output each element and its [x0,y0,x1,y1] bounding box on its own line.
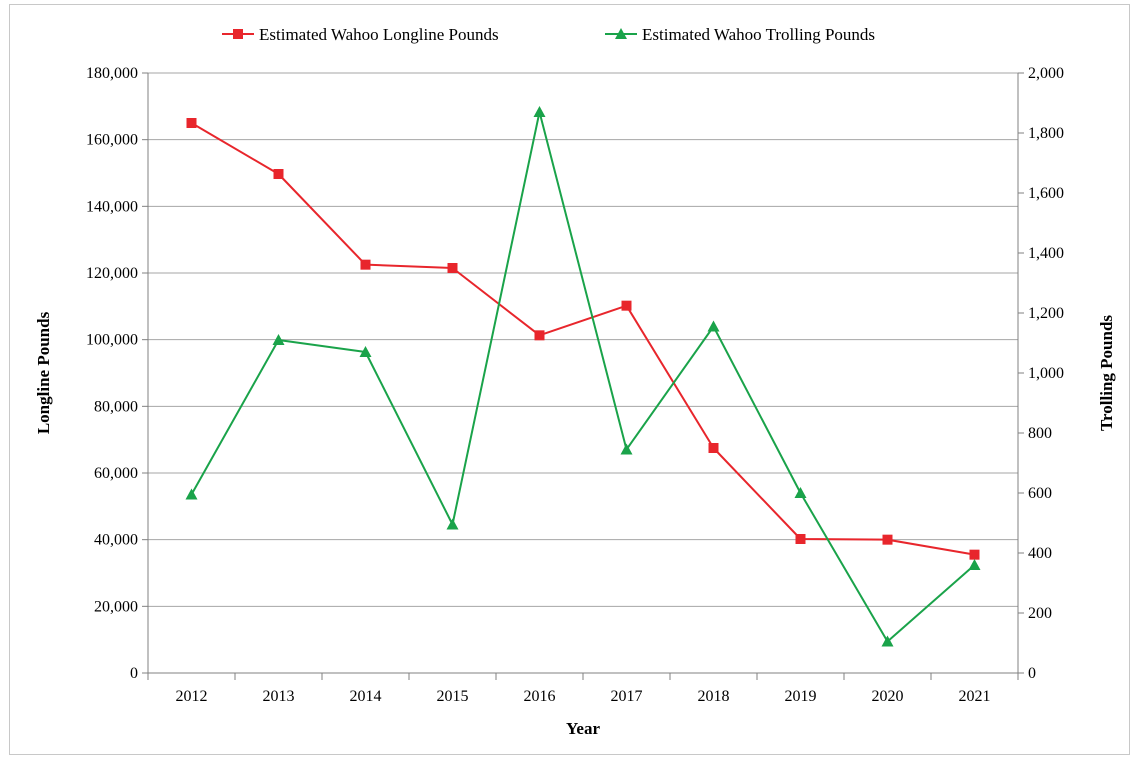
series-line-longline [190,122,975,556]
left-tick-label: 20,000 [94,598,138,615]
left-tick-label: 0 [130,665,138,682]
right-tick-label: 800 [1028,425,1052,442]
data-point-trolling [881,635,894,647]
data-point-longline [447,263,458,273]
left-axis-ticks: 0 20,000 40,000 60,000 80,000 100,000 120,000 1… [86,65,138,682]
left-tick-label: 140,000 [86,198,138,215]
gridlines [148,72,1018,607]
left-tick-label: 60,000 [94,465,138,482]
x-tick-label: 2017 [611,688,643,705]
right-tick-label: 2,000 [1028,65,1064,82]
x-tick-label: 2014 [350,688,382,705]
data-point-trolling [446,518,459,530]
left-axis-title: Longline Pounds [34,311,53,434]
x-tick-label: 2012 [176,688,208,705]
right-tick-label: 400 [1028,545,1052,562]
x-axis-ticks: 2012 2013 2014 2015 2016 2017 2018 2019 2020 2021 [176,688,991,705]
x-tick-label: 2021 [959,688,991,705]
right-axis-ticks: 0 200 400 600 800 1,000 1,200 1,400 1,600 1,800 2,… [1028,65,1064,682]
data-point-trolling [968,559,981,570]
data-point-trolling [707,320,720,332]
left-tick-label: 160,000 [86,132,138,149]
data-point-longline [186,118,197,128]
data-point-trolling [533,106,546,117]
data-point-trolling [359,346,372,357]
left-tick-label: 40,000 [94,532,138,549]
data-point-longline [708,443,719,453]
data-point-longline [882,534,893,545]
data-point-trolling [620,443,633,455]
legend-marker-longline [233,29,243,39]
series-lines [190,111,976,643]
right-tick-label: 1,400 [1028,245,1064,262]
left-tick-label: 80,000 [94,398,138,415]
right-tick-label: 0 [1028,665,1036,682]
right-tick-label: 1,200 [1028,305,1064,322]
legend-label-longline: Estimated Wahoo Longline Pounds [259,25,499,44]
x-tick-label: 2019 [785,688,817,705]
right-tick-label: 200 [1028,605,1052,622]
data-point-trolling [185,488,198,500]
right-tick-label: 1,600 [1028,185,1064,202]
legend-label-trolling: Estimated Wahoo Trolling Pounds [642,25,875,44]
left-tick-label: 120,000 [86,265,138,282]
x-tick-label: 2016 [524,688,556,705]
x-tick-label: 2020 [872,688,904,705]
series-line-trolling [190,111,976,643]
x-axis-title: Year [566,719,600,738]
right-tick-label: 600 [1028,485,1052,502]
left-tick-label: 100,000 [86,332,138,349]
right-tick-label: 1,800 [1028,125,1064,142]
axes [142,72,1024,680]
series-markers [185,106,981,647]
data-point-longline [534,330,545,341]
data-point-longline [621,300,632,311]
right-tick-label: 1,000 [1028,365,1064,382]
x-tick-label: 2018 [698,688,730,705]
data-point-trolling [272,334,285,345]
legend-marker-trolling [615,28,627,39]
x-tick-label: 2015 [437,688,469,705]
legend: Estimated Wahoo Longline Pounds Estimate… [222,25,875,44]
left-tick-label: 180,000 [86,65,138,82]
data-point-longline [969,549,980,560]
data-point-longline [273,169,284,179]
data-point-trolling [794,487,807,498]
x-tick-label: 2013 [263,688,295,705]
right-axis-title: Trolling Pounds [1097,315,1116,431]
data-point-longline [360,259,371,270]
chart-frame [9,4,1130,755]
data-point-longline [795,534,806,544]
